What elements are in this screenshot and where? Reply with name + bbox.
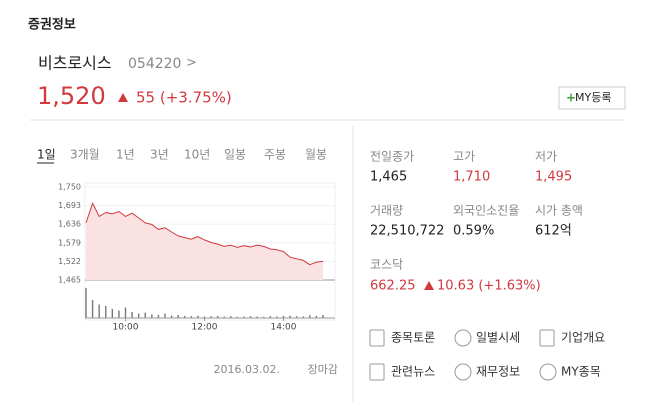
y-tick-label: 1,579	[58, 238, 81, 247]
volume-bar	[124, 307, 127, 318]
link-icon	[369, 329, 385, 347]
footer-status: 장마감	[308, 363, 338, 376]
volume-bar	[98, 304, 100, 318]
volume-bar	[85, 288, 87, 318]
stat-label: 저가	[535, 150, 557, 164]
volume-bar	[322, 315, 324, 318]
footer-date: 2016.03.02.	[214, 363, 280, 376]
volume-bar	[197, 315, 199, 318]
stat-label: 외국인소진율	[453, 204, 519, 218]
y-tick-label: 1,693	[58, 201, 81, 210]
period-tab[interactable]: 1일	[37, 148, 56, 162]
period-tab[interactable]: 일봉	[224, 148, 246, 162]
y-tick-label: 1,465	[58, 276, 81, 285]
volume-bar	[177, 315, 179, 318]
link-label[interactable]: 기업개요	[561, 331, 605, 345]
link-icon	[369, 363, 385, 381]
volume-bar	[295, 316, 298, 318]
period-tab[interactable]: 3개월	[70, 148, 100, 162]
stat-value: 1,495	[535, 170, 572, 185]
link-label[interactable]: 일별시세	[476, 331, 520, 345]
link-icon	[454, 363, 472, 381]
volume-bar	[210, 316, 212, 318]
up-icon	[424, 281, 434, 290]
link-label[interactable]: MY종목	[561, 365, 601, 379]
stat-value: 1,465	[370, 170, 407, 185]
x-tick-label: 10:00	[113, 323, 139, 333]
volume-bar	[164, 313, 166, 318]
volume-bar	[269, 316, 272, 318]
volume-bar	[190, 316, 193, 318]
volume-bar	[309, 315, 311, 318]
widget-title: 증권정보	[28, 17, 76, 33]
volume-bar	[289, 315, 291, 318]
period-tab[interactable]: 월봉	[305, 148, 327, 162]
volume-bar	[144, 312, 146, 318]
volume-bar	[111, 309, 114, 318]
stock-change: 55 (+3.75%)	[136, 89, 232, 107]
stat-label: 전일종가	[370, 150, 414, 164]
stat-label: 시가 총액	[535, 204, 583, 218]
index-change: 10.63 (+1.63%)	[437, 279, 541, 294]
volume-bar	[223, 316, 225, 318]
volume-bar	[249, 316, 252, 318]
stat-value: 22,510,722	[370, 224, 444, 239]
volume-bar	[315, 315, 318, 318]
link-icon	[539, 363, 557, 381]
x-tick-label: 14:00	[271, 323, 297, 333]
period-tab[interactable]: 10년	[184, 148, 210, 162]
volume-bar	[243, 316, 245, 318]
y-tick-label: 1,750	[58, 183, 81, 192]
plot-frame	[84, 182, 336, 321]
volume-bar	[230, 316, 232, 318]
volume-bar	[91, 300, 94, 318]
volume-bar	[263, 316, 265, 318]
link-icon	[539, 329, 555, 347]
link-label[interactable]: 종목토론	[391, 331, 435, 345]
index-name: 코스닥	[370, 258, 403, 272]
index-value: 662.25	[370, 279, 416, 294]
stock-code: 054220	[128, 56, 181, 72]
my-button[interactable]	[558, 86, 626, 110]
volume-bar	[184, 315, 186, 318]
volume-bar	[203, 316, 206, 318]
stat-value: 1,710	[453, 170, 490, 185]
link-icon	[454, 329, 472, 347]
stock-name[interactable]: 비츠로시스	[38, 54, 112, 73]
volume-bar	[216, 315, 219, 318]
stat-value: 0.59%	[453, 224, 494, 239]
y-tick-label: 1,522	[58, 257, 81, 266]
stat-label: 고가	[453, 150, 475, 164]
stock-arrow[interactable]: >	[186, 56, 197, 71]
x-tick-label: 12:00	[192, 323, 218, 333]
stock-price: 1,520	[37, 82, 106, 110]
my-button-label[interactable]: MY등록	[575, 91, 611, 104]
volume-bar	[302, 316, 304, 318]
volume-bar	[157, 315, 160, 318]
volume-bar	[151, 314, 153, 318]
volume-bar	[137, 313, 140, 318]
period-tab[interactable]: 1년	[116, 148, 135, 162]
stat-label: 거래량	[370, 204, 403, 218]
volume-bar	[105, 306, 107, 318]
period-tab[interactable]: 주봉	[264, 148, 286, 162]
stat-value: 612억	[535, 224, 572, 239]
period-tab[interactable]: 3년	[150, 148, 169, 162]
link-label[interactable]: 관련뉴스	[391, 365, 435, 379]
y-tick-label: 1,636	[58, 220, 81, 229]
volume-bar	[276, 316, 278, 318]
volume-bar	[170, 315, 173, 318]
up-icon	[118, 93, 128, 102]
plus-icon: +	[566, 91, 576, 105]
price-area	[86, 203, 323, 280]
link-label[interactable]: 재무정보	[476, 365, 520, 379]
volume-bar	[118, 310, 120, 318]
volume-bar	[131, 312, 133, 318]
volume-bar	[236, 316, 239, 318]
volume-bar	[282, 315, 285, 318]
volume-bar	[256, 316, 258, 318]
price-line	[85, 202, 324, 266]
